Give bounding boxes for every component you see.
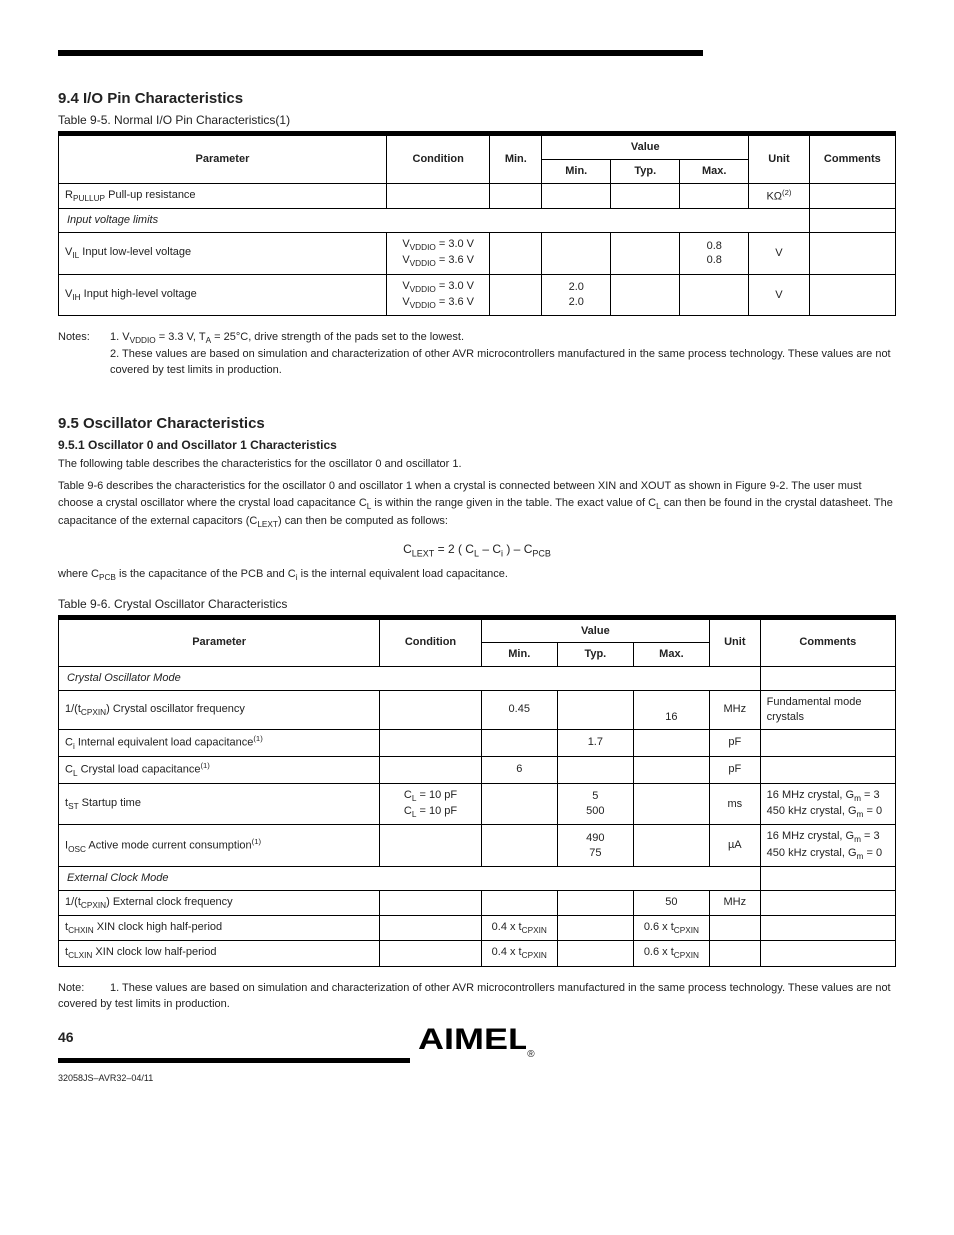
th-cond: Condition (380, 617, 481, 667)
th-typ: Typ. (611, 159, 680, 183)
table-6-note-text: 1. These values are based on simulation … (58, 982, 891, 1010)
osc-formula: CLEXT = 2 ( CL – Ci ) – CPCB (58, 542, 896, 558)
atmel-logo: AIMEL (418, 1023, 526, 1063)
table-row: tST Startup timeCL = 10 pFCL = 10 pF5500… (59, 783, 896, 825)
th-min: Min. (490, 134, 542, 184)
table-row: 1/(tCPXIN) Crystal oscillator frequency0… (59, 691, 896, 730)
table-row: RPULLUP Pull-up resistanceKΩ(2) (59, 183, 896, 209)
table-row: VIL Input low-level voltageVVDDIO = 3.0 … (59, 233, 896, 275)
heading-osc: 9.5 Oscillator Characteristics (58, 415, 896, 432)
table-6: Parameter Condition Value Unit Comments … (58, 615, 896, 967)
table-6-caption: Table 9-6. Crystal Oscillator Characteri… (58, 597, 896, 611)
th-max: Max. (680, 159, 749, 183)
table-6-note: Note:1. These values are based on simula… (58, 981, 896, 1013)
table-row: CL Crystal load capacitance(1)6pF (59, 756, 896, 783)
table-row: Ci Internal equivalent load capacitance(… (59, 729, 896, 756)
table-5: Parameter Condition Min. Value Unit Comm… (58, 131, 896, 316)
osc-intro-2: Table 9-6 describes the characteristics … (58, 478, 896, 532)
table-row: tCLXIN XIN clock low half-period0.4 x tC… (59, 941, 896, 966)
th-param: Parameter (59, 617, 380, 667)
table-row: IOSC Active mode current consumption(1)4… (59, 825, 896, 867)
th-unit: Unit (749, 134, 809, 184)
table-row: External Clock Mode (59, 866, 896, 890)
page-number: 46 (58, 1029, 74, 1045)
th-unit: Unit (709, 617, 760, 667)
table-row: 1/(tCPXIN) External clock frequency50MHz (59, 890, 896, 915)
osc-intro-3: where CPCB is the capacitance of the PCB… (58, 568, 896, 582)
footer: 46 AIMEL ® 32058JS–AVR32–04/11 (58, 1023, 896, 1083)
table-row: VIH Input high-level voltageVVDDIO = 3.0… (59, 274, 896, 316)
subheading-osc: 9.5.1 Oscillator 0 and Oscillator 1 Char… (58, 438, 896, 452)
table-5-notes: Notes:1. VVDDIO = 3.3 V, TA = 25°C, driv… (58, 330, 896, 379)
th-value: Value (542, 134, 749, 160)
top-rule (58, 50, 703, 56)
th-comm: Comments (809, 134, 895, 184)
th-min2: Min. (542, 159, 611, 183)
svg-text:AIMEL: AIMEL (418, 1023, 526, 1055)
th-min: Min. (481, 643, 557, 667)
th-typ: Typ. (557, 643, 633, 667)
th-comm: Comments (760, 617, 895, 667)
heading-io-pin: 9.4 I/O Pin Characteristics (58, 90, 896, 107)
registered-icon: ® (527, 1049, 534, 1060)
table-row: Crystal Oscillator Mode (59, 667, 896, 691)
th-max: Max. (633, 643, 709, 667)
osc-intro-1: The following table describes the charac… (58, 458, 896, 470)
table-row: Input voltage limits (59, 209, 896, 233)
th-cond: Condition (386, 134, 490, 184)
bottom-rule (58, 1058, 410, 1063)
table-5-caption: Table 9-5. Normal I/O Pin Characteristic… (58, 113, 896, 127)
doc-number: 32058JS–AVR32–04/11 (58, 1073, 153, 1083)
table-row: tCHXIN XIN clock high half-period0.4 x t… (59, 916, 896, 941)
th-value: Value (481, 617, 709, 643)
th-param: Parameter (59, 134, 387, 184)
